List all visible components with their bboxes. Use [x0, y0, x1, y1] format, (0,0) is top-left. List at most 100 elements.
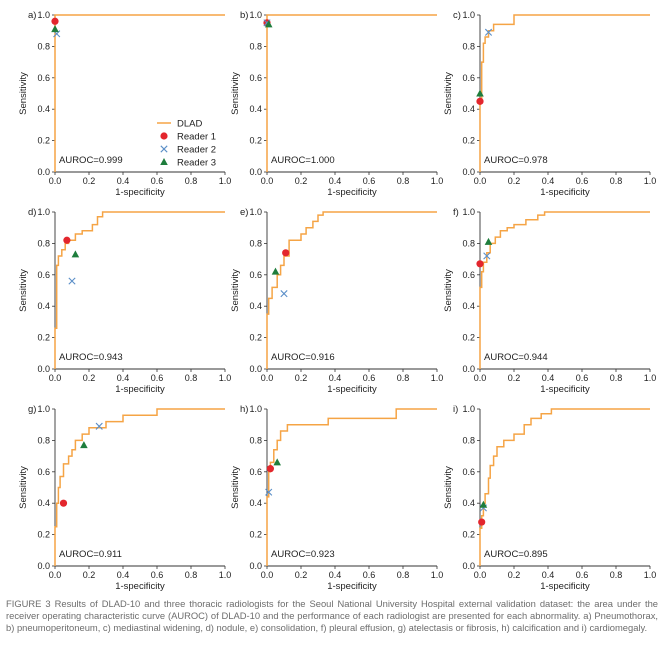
x-tick-label: 0.4	[329, 570, 342, 580]
x-tick-label: 0.6	[363, 570, 376, 580]
legend-reader-2-label: Reader 2	[177, 145, 216, 156]
x-tick-label: 0.2	[295, 373, 308, 383]
x-tick-label: 1.0	[644, 570, 657, 580]
auroc-label: AUROC=0.895	[484, 549, 548, 560]
x-tick-label: 1.0	[644, 176, 657, 186]
roc-panel-b: 0.0 0.2 0.4 0.6 0.8 1.0 0.0 0.2 0.4 0.6 0.8 1.0 1-sp…	[230, 10, 443, 198]
reader-2-point	[265, 488, 273, 496]
roc-panel-i: 0.0 0.2 0.4 0.6 0.8 1.0 0.0 0.2 0.4 0.6 0.8 1.0 1-sp…	[443, 404, 656, 592]
reader-2-point	[68, 277, 76, 285]
y-axis-title: Sensitivity	[443, 466, 454, 509]
y-tick-label: 0.4	[462, 498, 475, 508]
x-tick-label: 0.0	[261, 373, 274, 383]
x-axis-title: 1-specificity	[540, 581, 590, 592]
reader-3-point	[264, 20, 273, 28]
roc-panel-h: 0.0 0.2 0.4 0.6 0.8 1.0 0.0 0.2 0.4 0.6 0.8 1.0 1-sp…	[230, 404, 443, 592]
legend-reader-1-swatch	[160, 132, 168, 140]
x-tick-label: 0.4	[117, 176, 130, 186]
panel-label: i)	[453, 404, 458, 415]
auroc-label: AUROC=1.000	[271, 155, 335, 166]
y-tick-label: 0.0	[249, 167, 262, 177]
reader-3-point	[476, 89, 484, 97]
panel-label: h)	[240, 404, 248, 415]
y-tick-label: 0.4	[37, 301, 50, 311]
y-tick-label: 0.8	[462, 238, 475, 248]
y-axis-title: Sensitivity	[230, 269, 241, 312]
panel-label: f)	[453, 207, 459, 218]
x-tick-label: 0.2	[508, 570, 521, 580]
legend-reader-1-label: Reader 1	[177, 132, 216, 143]
panel-label: e)	[240, 207, 248, 218]
legend-dlad-label: DLAD	[177, 119, 202, 130]
panel-label: c)	[453, 10, 461, 21]
x-axis-title: 1-specificity	[540, 384, 590, 395]
y-tick-label: 0.8	[37, 41, 50, 51]
y-tick-label: 1.0	[249, 10, 262, 20]
roc-panel-d: 0.0 0.2 0.4 0.6 0.8 1.0 0.0 0.2 0.4 0.6 0.8 1.0 1-sp…	[18, 207, 231, 395]
auroc-label: AUROC=0.978	[484, 155, 548, 166]
x-tick-label: 0.2	[295, 176, 308, 186]
reader-3-point	[71, 250, 80, 258]
x-tick-label: 0.6	[151, 373, 164, 383]
x-axis-title: 1-specificity	[540, 187, 590, 198]
x-tick-label: 1.0	[219, 373, 232, 383]
reader-1-point	[476, 260, 484, 268]
y-axis-title: Sensitivity	[230, 466, 241, 509]
roc-panel-c: 0.0 0.2 0.4 0.6 0.8 1.0 0.0 0.2 0.4 0.6 0.8 1.0 1-sp…	[443, 10, 656, 198]
x-tick-label: 1.0	[644, 373, 657, 383]
y-tick-label: 0.8	[249, 435, 262, 445]
x-axis-title: 1-specificity	[327, 581, 377, 592]
y-tick-label: 1.0	[462, 404, 475, 414]
y-tick-label: 0.2	[37, 333, 50, 343]
roc-panel-f: 0.0 0.2 0.4 0.6 0.8 1.0 0.0 0.2 0.4 0.6 0.8 1.0 1-sp…	[443, 207, 656, 395]
y-tick-label: 0.6	[249, 467, 262, 477]
x-tick-label: 0.0	[49, 176, 62, 186]
y-tick-label: 0.6	[462, 73, 475, 83]
reader-3-point	[479, 500, 488, 508]
y-tick-label: 0.8	[462, 435, 475, 445]
y-tick-label: 0.2	[37, 530, 50, 540]
y-tick-label: 0.2	[249, 333, 262, 343]
x-tick-label: 0.0	[261, 570, 274, 580]
y-tick-label: 1.0	[249, 207, 262, 217]
dlad-roc-curve	[479, 211, 650, 369]
roc-panel-e: 0.0 0.2 0.4 0.6 0.8 1.0 0.0 0.2 0.4 0.6 0.8 1.0 1-sp…	[230, 207, 443, 395]
x-tick-label: 0.6	[363, 176, 376, 186]
y-tick-label: 0.0	[462, 561, 475, 571]
x-tick-label: 0.8	[610, 373, 623, 383]
y-tick-label: 0.0	[37, 561, 50, 571]
panel-label: d)	[28, 207, 36, 218]
y-tick-label: 0.2	[462, 530, 475, 540]
x-tick-label: 0.2	[83, 176, 96, 186]
x-axis-title: 1-specificity	[327, 187, 377, 198]
x-tick-label: 0.8	[610, 176, 623, 186]
y-tick-label: 0.6	[462, 270, 475, 280]
x-tick-label: 0.4	[542, 373, 555, 383]
y-tick-label: 0.6	[462, 467, 475, 477]
x-axis-title: 1-specificity	[115, 384, 165, 395]
auroc-label: AUROC=0.999	[59, 155, 123, 166]
legend: DLAD Reader 1 Reader 2 Reader 3	[157, 119, 216, 169]
x-tick-label: 0.0	[261, 176, 274, 186]
y-tick-label: 0.8	[37, 238, 50, 248]
x-tick-label: 0.0	[474, 373, 487, 383]
x-tick-label: 1.0	[431, 373, 444, 383]
y-tick-label: 0.0	[37, 167, 50, 177]
dlad-roc-curve	[54, 211, 225, 369]
panel-label: g)	[28, 404, 36, 415]
x-tick-label: 0.8	[610, 570, 623, 580]
y-tick-label: 0.8	[37, 435, 50, 445]
legend-reader-3-swatch	[160, 158, 168, 165]
y-tick-label: 0.4	[462, 104, 475, 114]
y-tick-label: 0.0	[462, 167, 475, 177]
y-tick-label: 0.8	[462, 41, 475, 51]
roc-figure-grid: 0.0 0.2 0.4 0.6 0.8 1.0 0.0 0.2 0.4 0.6 0.8 1.0 1-sp…	[18, 10, 656, 592]
auroc-label: AUROC=0.943	[59, 352, 123, 363]
x-tick-label: 0.8	[185, 570, 198, 580]
y-tick-label: 0.2	[249, 136, 262, 146]
x-tick-label: 0.6	[576, 373, 589, 383]
y-tick-label: 0.8	[249, 41, 262, 51]
figure-caption: FIGURE 3 Results of DLAD-10 and three th…	[6, 598, 658, 634]
y-tick-label: 0.0	[37, 364, 50, 374]
x-tick-label: 0.8	[397, 373, 410, 383]
